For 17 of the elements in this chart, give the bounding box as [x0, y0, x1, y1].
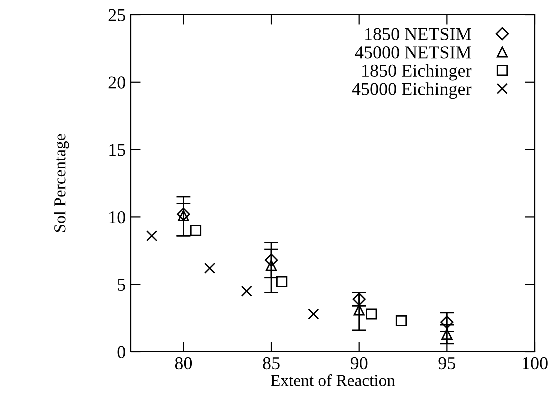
x-tick-label: 95 [438, 357, 456, 370]
y-tick-label: 25 [108, 9, 126, 22]
x-axis-title: Extent of Reaction [271, 374, 396, 386]
x-tick-label: 100 [523, 357, 548, 370]
x-tick-label: 80 [175, 357, 192, 370]
legend-label: 1850 NETSIM [366, 28, 472, 40]
x-tick-label: 85 [263, 357, 280, 370]
y-tick-label: 0 [118, 346, 126, 358]
y-tick-label: 5 [118, 279, 126, 292]
y-tick-label: 20 [108, 76, 126, 89]
y-tick-label: 10 [110, 211, 126, 224]
x-tick-label: 90 [350, 357, 368, 370]
legend-label: 45000 NETSIM [355, 46, 472, 59]
legend-label: 1850 Eichinger [362, 64, 472, 81]
y-tick-label: 15 [110, 144, 126, 156]
y-axis-title: Sol Percentage [54, 134, 70, 232]
legend-label: 45000 Eichinger [352, 82, 472, 100]
